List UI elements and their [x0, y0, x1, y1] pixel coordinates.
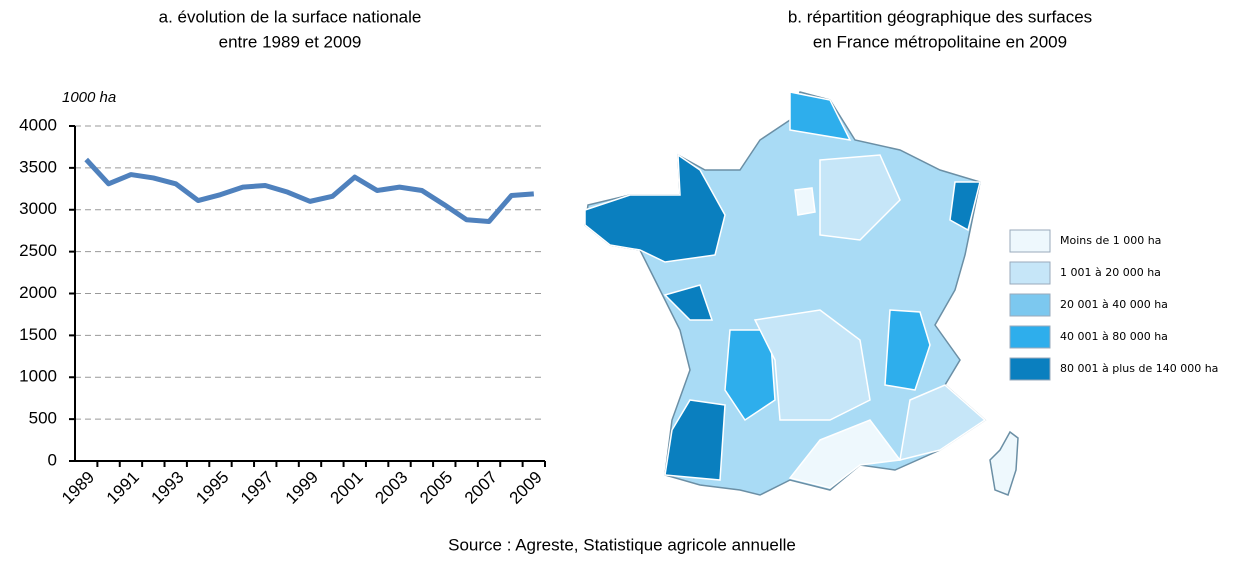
x-tick-label: 1989: [58, 468, 98, 508]
x-tick-label: 2009: [506, 468, 546, 508]
legend-label: 80 001 à plus de 140 000 ha: [1060, 362, 1218, 375]
map-title: en France métropolitaine en 2009: [813, 32, 1067, 51]
region: [789, 91, 852, 141]
legend-label: 40 001 à 80 000 ha: [1060, 330, 1168, 343]
map: [584, 91, 1019, 496]
legend-swatch: [1009, 357, 1051, 381]
region: [794, 187, 816, 216]
x-tick-label: 1999: [282, 468, 322, 508]
legend-swatch: [1009, 325, 1051, 349]
corsica: [989, 430, 1019, 496]
x-tick-label: 2007: [461, 468, 501, 508]
region: [819, 154, 901, 241]
source: Source : Agreste, Statistique agricole a…: [448, 535, 796, 554]
y-tick-label: 3000: [19, 199, 57, 218]
region: [884, 309, 931, 391]
x-tick-label: 2005: [416, 468, 456, 508]
line: [84, 157, 534, 224]
legend-swatch: [1009, 293, 1051, 317]
region: [949, 181, 981, 232]
y-tick-label: 2000: [19, 283, 57, 302]
x-tick-label: 1993: [148, 468, 188, 508]
y-tick-label: 2500: [19, 241, 57, 260]
x-tick-label: 1995: [192, 468, 232, 508]
legend-swatch: [1009, 229, 1051, 253]
region: [664, 399, 726, 481]
legend-label: 20 001 à 40 000 ha: [1060, 298, 1168, 311]
region: [899, 384, 987, 462]
y-tick-label: 0: [48, 450, 57, 469]
legend-label: Moins de 1 000 ha: [1060, 234, 1161, 247]
region: [753, 309, 871, 421]
chart-title: a. évolution de la surface nationale: [159, 7, 422, 26]
chart-title: entre 1989 et 2009: [219, 32, 362, 51]
legend-swatch: [1009, 261, 1051, 285]
y-tick-label: 1500: [19, 325, 57, 344]
x-tick-label: 2003: [371, 468, 411, 508]
x-tick-label: 1997: [237, 468, 277, 508]
y-tick-label: 4000: [19, 115, 57, 134]
map-title: b. répartition géographique des surfaces: [788, 7, 1092, 26]
region: [663, 284, 714, 321]
x-tick-label: 1991: [103, 468, 143, 508]
y-tick-label: 500: [29, 409, 57, 428]
region: [788, 419, 902, 489]
y-tick-label: 3500: [19, 157, 57, 176]
legend-label: 1 001 à 20 000 ha: [1060, 266, 1161, 279]
y-tick-label: 1000: [19, 367, 57, 386]
region: [584, 153, 726, 263]
y-unit: 1000 ha: [62, 89, 116, 106]
x-tick-label: 2001: [327, 468, 367, 508]
